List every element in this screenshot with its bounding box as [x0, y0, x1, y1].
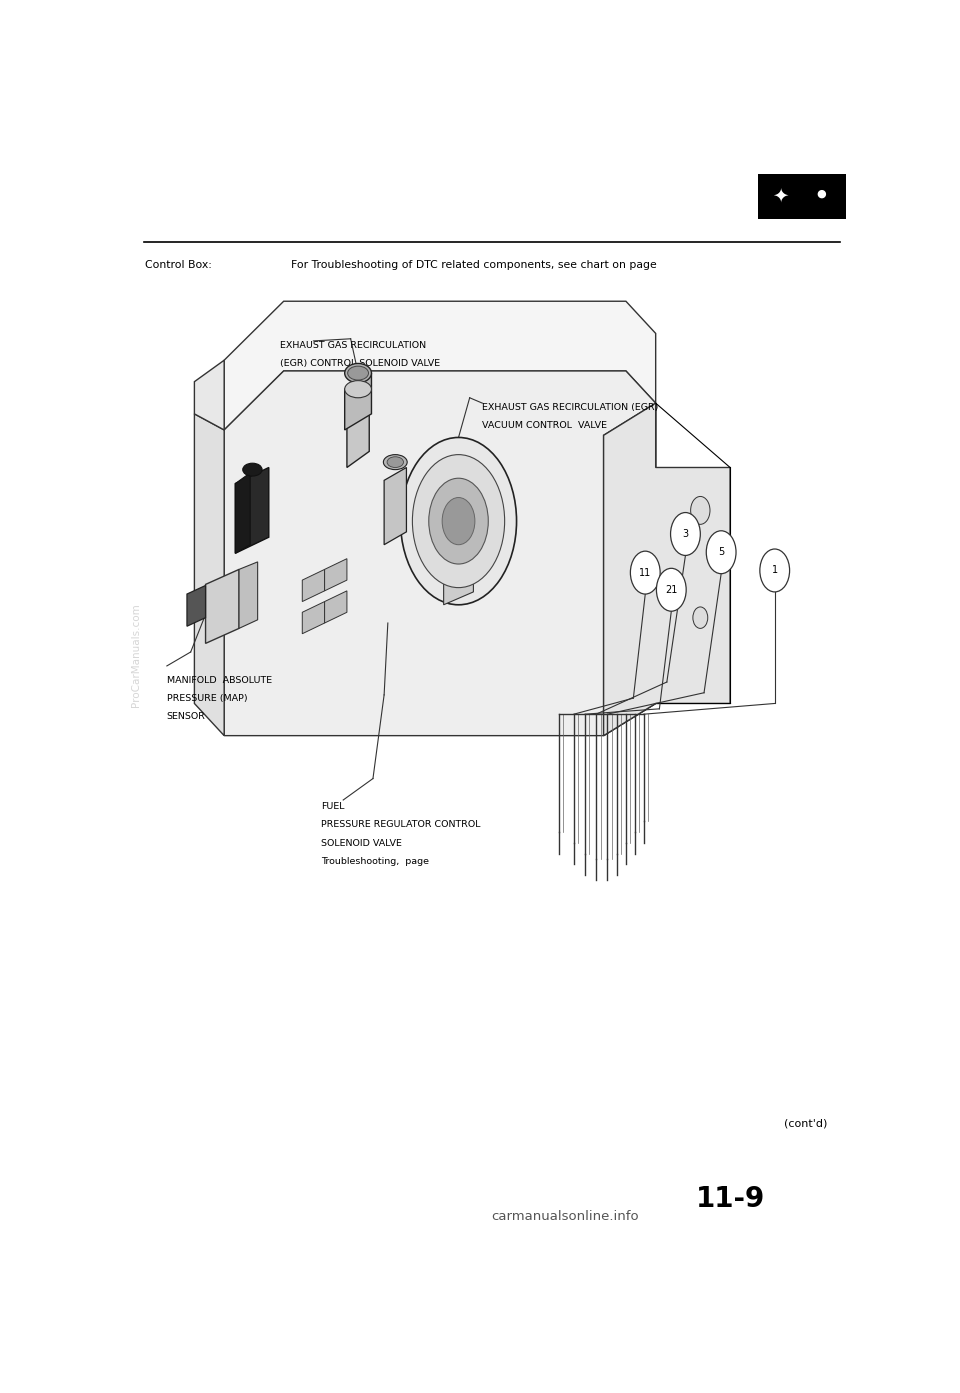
Text: 11-9: 11-9: [695, 1185, 765, 1213]
Circle shape: [690, 496, 710, 524]
Text: PRESSURE (MAP): PRESSURE (MAP): [167, 694, 248, 703]
Polygon shape: [324, 559, 347, 591]
Polygon shape: [225, 301, 656, 430]
Circle shape: [400, 437, 516, 605]
Ellipse shape: [383, 454, 407, 469]
Polygon shape: [444, 553, 473, 605]
Text: Troubleshooting,  page: Troubleshooting, page: [321, 857, 432, 866]
Text: MANIFOLD  ABSOLUTE: MANIFOLD ABSOLUTE: [167, 676, 272, 684]
Polygon shape: [225, 371, 656, 736]
Text: PRESSURE REGULATOR CONTROL: PRESSURE REGULATOR CONTROL: [321, 820, 480, 829]
Circle shape: [631, 552, 660, 593]
Text: carmanualsonline.info: carmanualsonline.info: [492, 1209, 638, 1223]
Text: Control Box:: Control Box:: [145, 259, 211, 270]
Circle shape: [670, 513, 701, 556]
Text: EXHAUST GAS RECIRCULATION: EXHAUST GAS RECIRCULATION: [280, 341, 426, 350]
Ellipse shape: [345, 364, 372, 383]
Circle shape: [657, 568, 686, 612]
Text: ProCarManuals.com: ProCarManuals.com: [132, 603, 141, 708]
Text: SENSOR: SENSOR: [167, 712, 205, 722]
Polygon shape: [187, 585, 205, 627]
Circle shape: [760, 549, 789, 592]
Polygon shape: [604, 403, 656, 736]
Polygon shape: [347, 382, 370, 468]
Polygon shape: [205, 570, 239, 644]
Polygon shape: [194, 414, 225, 736]
Polygon shape: [384, 468, 406, 545]
Text: (cont'd): (cont'd): [784, 1119, 828, 1128]
Circle shape: [693, 607, 708, 628]
Text: EXHAUST GAS RECIRCULATION (EGR): EXHAUST GAS RECIRCULATION (EGR): [482, 403, 659, 412]
Text: (EGR) CONTROL SOLENOID VALVE: (EGR) CONTROL SOLENOID VALVE: [280, 359, 440, 368]
Polygon shape: [235, 472, 251, 553]
Text: ●: ●: [817, 189, 827, 199]
Polygon shape: [239, 561, 257, 628]
Circle shape: [707, 531, 736, 574]
Text: FUEL: FUEL: [321, 802, 345, 811]
Polygon shape: [345, 373, 372, 430]
Text: 21: 21: [665, 585, 678, 595]
Text: For Troubleshooting of DTC related components, see chart on page: For Troubleshooting of DTC related compo…: [291, 259, 660, 270]
Polygon shape: [235, 468, 269, 553]
Text: 5: 5: [718, 547, 724, 557]
Text: ✦: ✦: [772, 187, 788, 206]
Ellipse shape: [243, 464, 262, 476]
Ellipse shape: [387, 457, 403, 468]
Ellipse shape: [348, 366, 369, 380]
Text: 1: 1: [772, 566, 778, 575]
Polygon shape: [302, 602, 324, 634]
Circle shape: [443, 497, 475, 545]
Circle shape: [413, 454, 505, 588]
Bar: [758, 174, 846, 219]
Polygon shape: [324, 591, 347, 623]
Polygon shape: [302, 570, 324, 602]
Polygon shape: [604, 403, 730, 736]
Text: 3: 3: [683, 529, 688, 539]
Circle shape: [429, 478, 489, 564]
Polygon shape: [194, 361, 225, 430]
Ellipse shape: [345, 380, 372, 398]
Text: 11: 11: [639, 567, 652, 578]
Text: VACUUM CONTROL  VALVE: VACUUM CONTROL VALVE: [482, 421, 608, 430]
Text: SOLENOID VALVE: SOLENOID VALVE: [321, 839, 401, 847]
